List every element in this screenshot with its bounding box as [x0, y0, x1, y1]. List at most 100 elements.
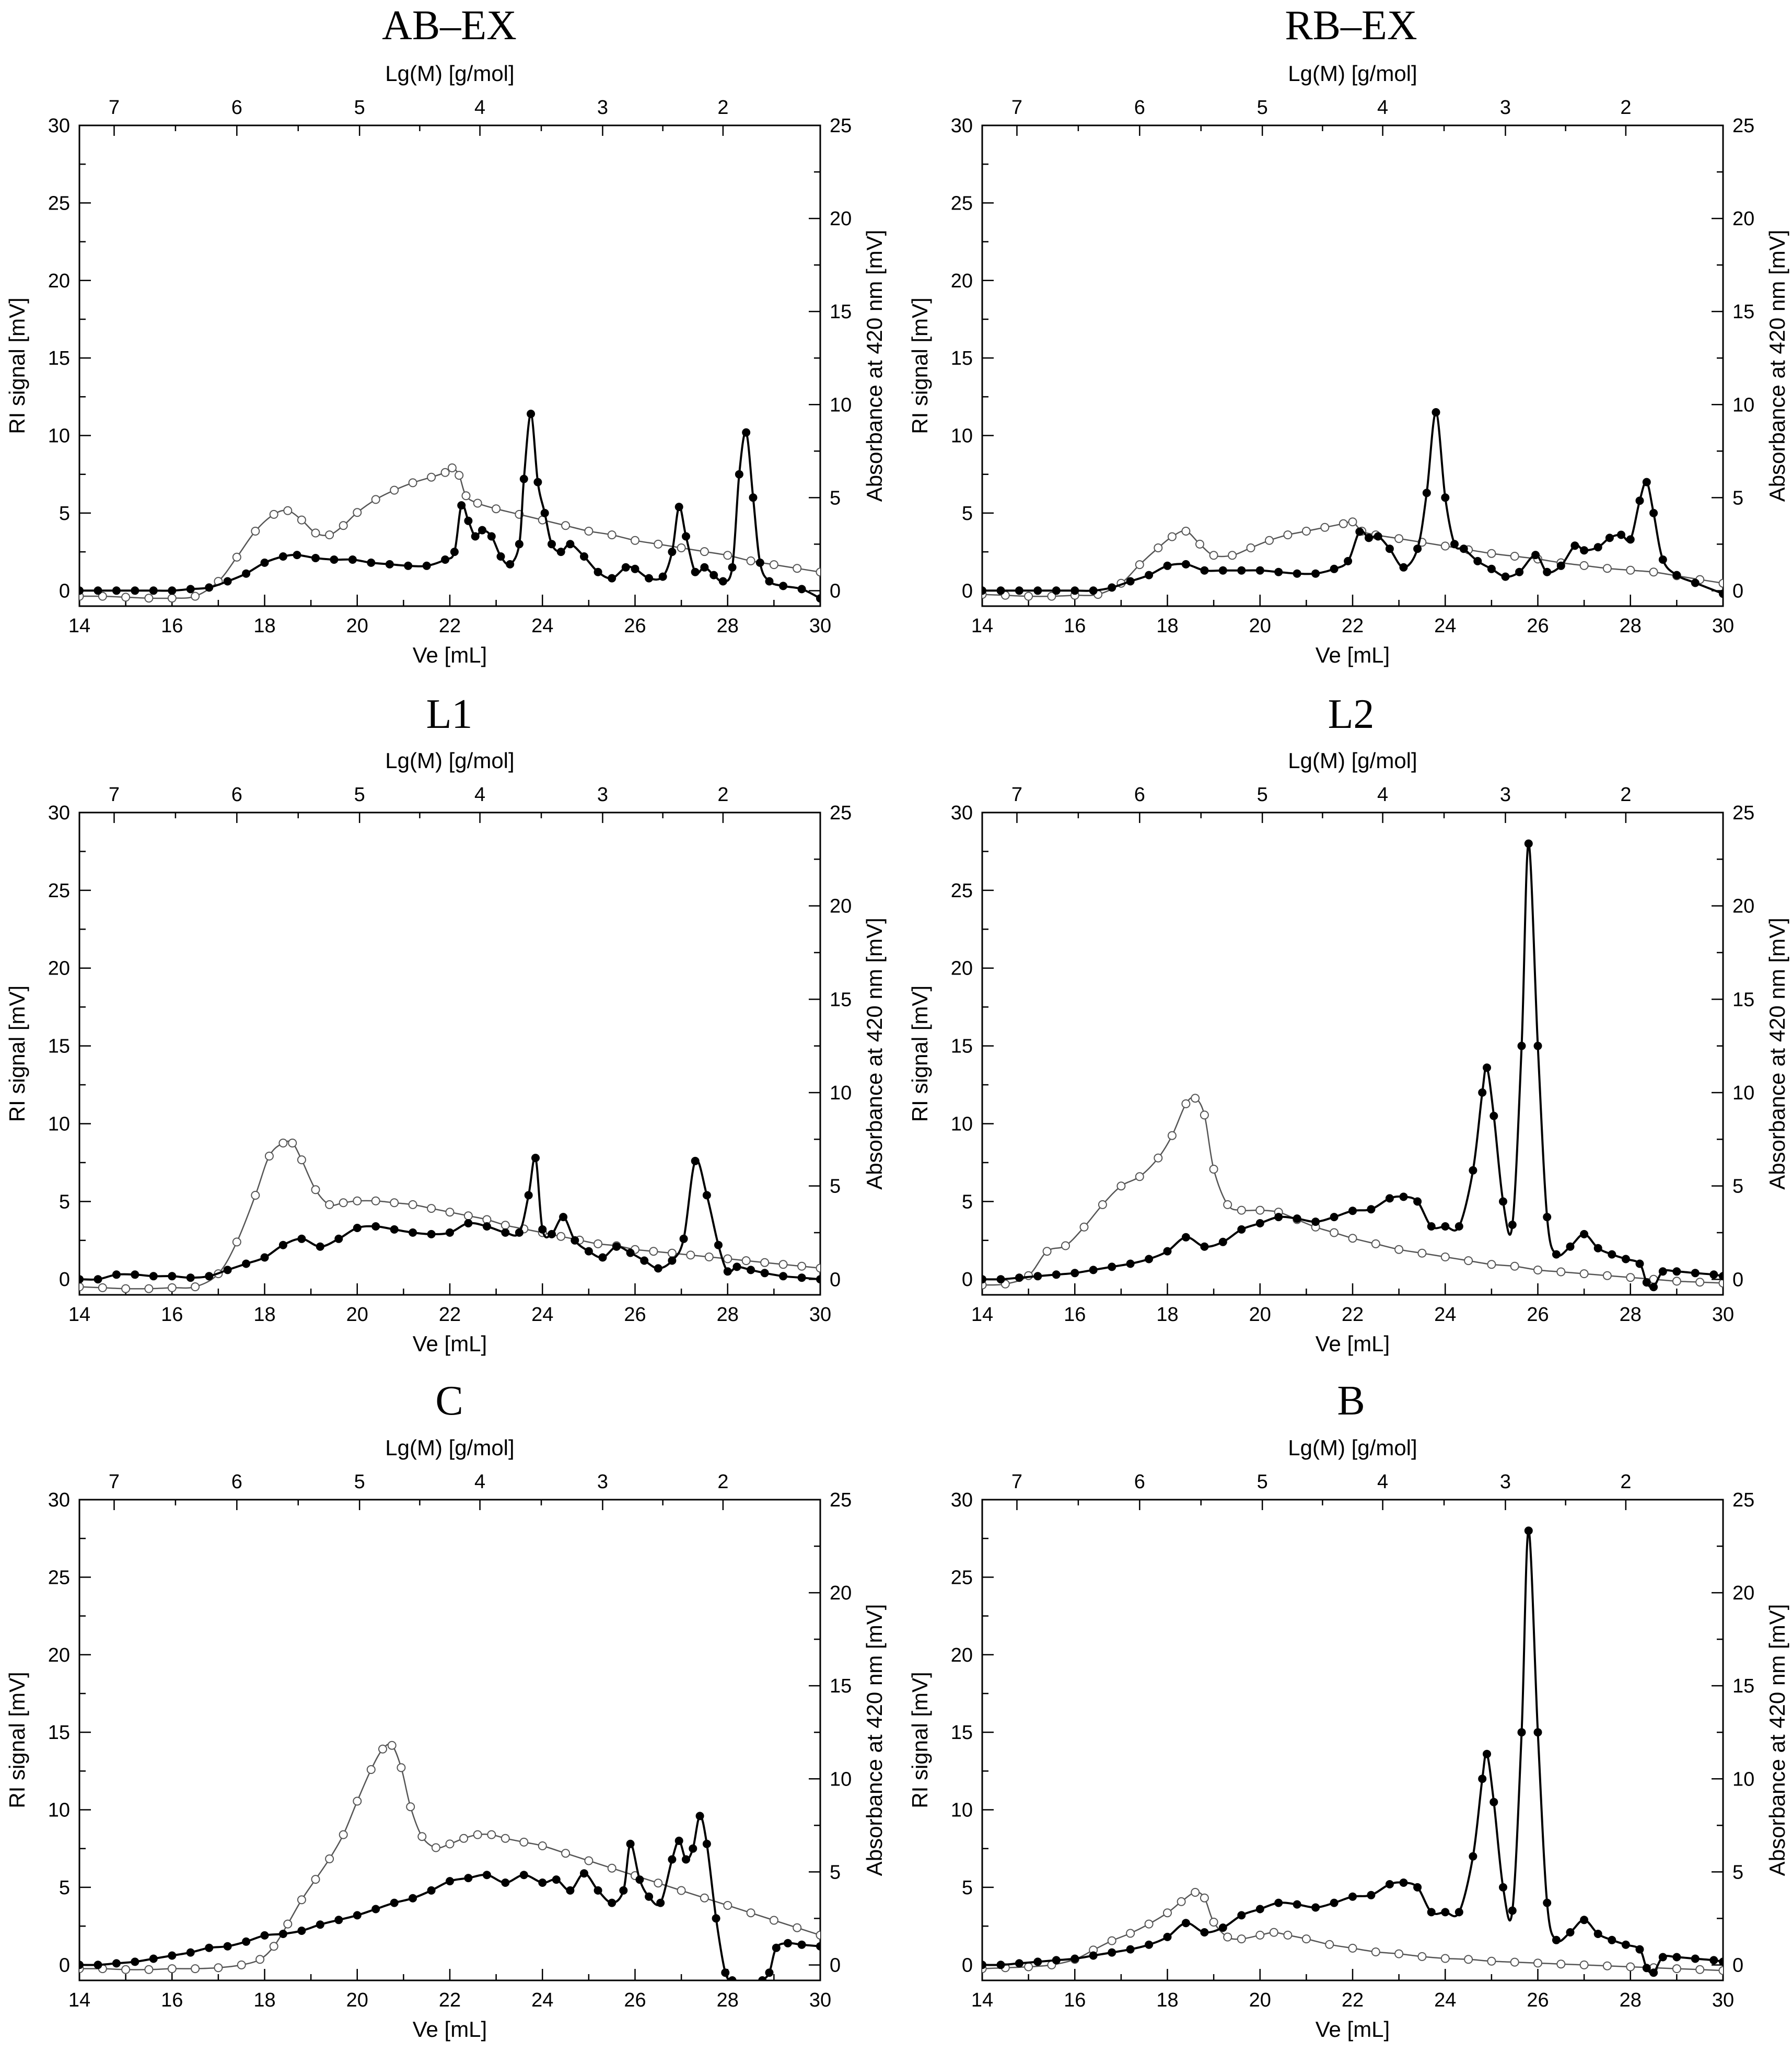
absorbance-data-point [1371, 1239, 1380, 1248]
x-tick-label: 24 [531, 615, 553, 637]
ri-data-point [1617, 530, 1625, 539]
ri-data-point [316, 1242, 324, 1251]
absorbance-data-point [1200, 1893, 1209, 1903]
top-axis-label: Lg(M) [g/mol] [1288, 61, 1417, 86]
absorbance-data-point [1061, 1241, 1070, 1250]
absorbance-data-point [1154, 543, 1163, 552]
ri-data-point [94, 586, 102, 595]
absorbance-data-point [121, 593, 131, 602]
ri-data-point [1385, 1194, 1394, 1203]
y-right-axis-label: Absorbance at 420 nm [mV] [862, 918, 887, 1190]
absorbance-data-point [378, 1744, 387, 1754]
ri-data-point [1524, 839, 1533, 848]
ri-data-point [1580, 1230, 1589, 1238]
x-tick-label: 16 [1064, 1989, 1086, 2011]
y-left-tick-label: 0 [962, 1269, 973, 1291]
absorbance-data-point [1672, 1277, 1681, 1286]
ri-data-point [404, 561, 413, 570]
x-tick-label: 14 [971, 1989, 993, 2011]
top-tick-label: 2 [717, 1471, 728, 1493]
ri-data-point [1487, 564, 1496, 573]
y-right-tick-label: 25 [1732, 115, 1754, 137]
y-right-tick-label: 25 [830, 802, 852, 824]
ri-data-point [1719, 1272, 1723, 1281]
absorbance-data-point [1135, 560, 1144, 570]
y-left-axis-label: RI signal [mV] [5, 297, 29, 434]
chart-title: AB–EX [382, 3, 517, 49]
absorbance-data-point [371, 1196, 380, 1205]
absorbance-data-point [797, 1261, 807, 1271]
x-tick-label: 22 [439, 1304, 461, 1326]
ri-data-point [631, 564, 639, 573]
y-right-tick-label: 15 [1732, 1675, 1754, 1697]
x-tick-label: 22 [1342, 1304, 1364, 1326]
ri-data-point [700, 563, 709, 572]
absorbance-data-point [1348, 1943, 1357, 1953]
ri-data-point [334, 1916, 343, 1924]
ri-data-point [1691, 1269, 1700, 1278]
ri-data-point [612, 1242, 621, 1251]
ri-data-point [223, 1942, 232, 1951]
absorbance-data-point [584, 527, 594, 536]
y-left-tick-label: 0 [59, 580, 70, 602]
absorbance-data-point [461, 491, 471, 501]
y-left-tick-label: 15 [951, 1036, 973, 1058]
absorbance-data-point [283, 506, 293, 515]
absorbance-data-point [561, 521, 571, 530]
ri-data-point [1344, 556, 1353, 565]
absorbance-data-point [390, 1198, 399, 1208]
ri-data-point [566, 1886, 575, 1895]
ri-data-point [149, 586, 158, 595]
ri-data-point [728, 563, 737, 572]
ri-data-point [242, 1937, 251, 1946]
absorbance-data-point [1255, 1205, 1265, 1215]
ri-data-point [772, 1943, 781, 1952]
top-tick-label: 5 [1257, 1471, 1268, 1493]
ri-data-point [1181, 1919, 1190, 1928]
ri-data-point [1145, 1255, 1154, 1263]
absorbance-data-point [269, 1942, 278, 1951]
ri-data-point [982, 586, 986, 595]
absorbance-data-point [251, 527, 260, 536]
y-left-tick-label: 25 [951, 1567, 973, 1588]
ri-data-point [168, 1951, 177, 1960]
ri-data-point [1517, 1041, 1526, 1050]
absorbance-data-point [723, 1254, 732, 1263]
ri-data-point [1108, 583, 1116, 592]
x-tick-label: 14 [971, 615, 993, 637]
absorbance-data-point [723, 1901, 732, 1910]
ri-data-point [353, 1911, 362, 1920]
absorbance-data-point [1718, 1279, 1723, 1288]
absorbance-data-point [1200, 1110, 1209, 1120]
y-left-axis-label: RI signal [mV] [5, 1672, 29, 1808]
ri-data-point [515, 540, 523, 549]
y-left-tick-label: 30 [951, 802, 973, 824]
absorbance-data-point [1024, 1962, 1033, 1972]
y-right-tick-label: 20 [830, 896, 852, 918]
top-tick-label: 3 [597, 97, 608, 119]
top-tick-label: 5 [354, 1471, 365, 1493]
ri-data-point [540, 508, 549, 517]
x-tick-label: 20 [346, 1304, 368, 1326]
ri-data-point [556, 548, 565, 556]
ri-data-point [112, 586, 121, 595]
x-tick-label: 16 [1064, 615, 1086, 637]
top-tick-label: 3 [1500, 97, 1511, 119]
ri-data-point [1441, 1908, 1450, 1917]
ri-data-point [527, 410, 536, 418]
x-tick-label: 28 [1620, 1304, 1642, 1326]
ri-data-point [1552, 1935, 1561, 1944]
ri-data-point [131, 1957, 139, 1966]
absorbance-data-point [1718, 1966, 1723, 1975]
ri-data-point [422, 561, 431, 570]
top-tick-label: 4 [1377, 1471, 1388, 1493]
ri-data-point [797, 585, 806, 594]
absorbance-data-point [594, 1239, 603, 1248]
ri-data-point [1490, 1111, 1498, 1120]
x-tick-label: 14 [68, 1989, 90, 2011]
absorbance-data-point [631, 536, 639, 545]
absorbance-data-point [1237, 1205, 1246, 1215]
x-tick-label: 20 [1249, 1989, 1271, 2011]
absorbance-line [79, 467, 820, 599]
absorbance-data-point [1626, 1273, 1635, 1282]
